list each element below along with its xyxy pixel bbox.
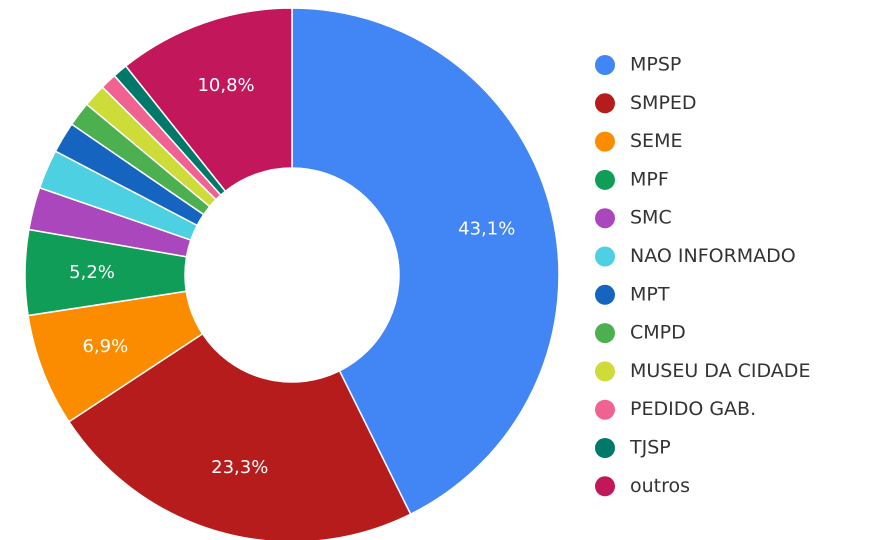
data-label: 43,1% bbox=[458, 218, 515, 239]
legend-swatch bbox=[595, 55, 615, 75]
data-label: 5,2% bbox=[69, 262, 115, 283]
legend-swatch bbox=[595, 169, 615, 190]
data-label: 10,8% bbox=[197, 75, 254, 96]
data-label: 23,3% bbox=[211, 457, 268, 478]
legend-label: MPT bbox=[630, 283, 670, 305]
legend-label: SMC bbox=[630, 207, 672, 229]
slice bbox=[291, 7, 560, 516]
legend-swatch bbox=[595, 131, 615, 152]
legend-label: MUSEU DA CIDADE bbox=[630, 360, 810, 382]
legend-swatch bbox=[595, 476, 615, 497]
slice bbox=[67, 332, 412, 540]
legend-label: outros bbox=[630, 475, 690, 497]
legend-label: NAO INFORMADO bbox=[630, 245, 796, 267]
legend-swatch bbox=[595, 208, 615, 229]
legend-swatch bbox=[595, 284, 615, 305]
legend-label: PEDIDO GAB. bbox=[630, 398, 756, 420]
legend-label: SEME bbox=[630, 130, 682, 152]
legend-swatch bbox=[595, 246, 615, 267]
legend-swatch bbox=[595, 323, 615, 344]
legend-label: MPSP bbox=[630, 54, 681, 76]
legend-swatch bbox=[595, 93, 615, 114]
legend-swatch bbox=[595, 399, 615, 420]
legend-swatch bbox=[595, 438, 615, 458]
data-label: 6,9% bbox=[82, 336, 128, 357]
legend-swatch bbox=[595, 361, 615, 382]
legend-label: SMPED bbox=[630, 92, 697, 114]
legend-label: TJSP bbox=[629, 437, 671, 459]
slice bbox=[124, 7, 293, 193]
legend-label: MPF bbox=[630, 168, 669, 190]
legend-label: CMPD bbox=[630, 322, 686, 344]
